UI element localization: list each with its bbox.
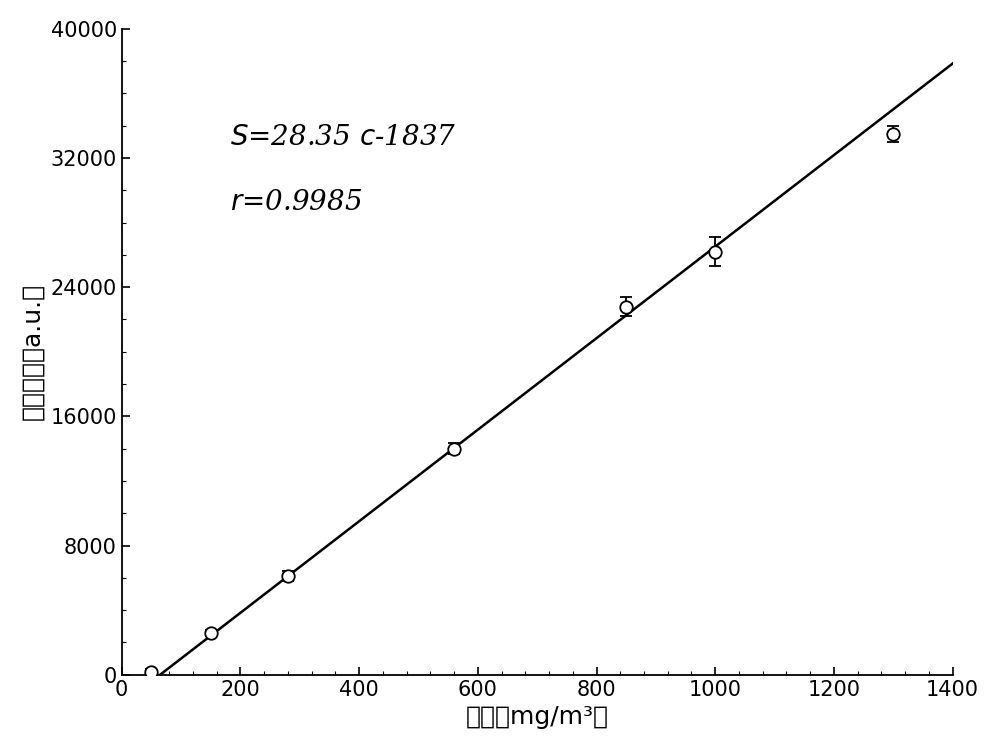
X-axis label: 浓度（mg/m³）: 浓度（mg/m³） (466, 705, 609, 729)
Text: $r$=0.9985: $r$=0.9985 (230, 189, 362, 216)
Y-axis label: 发光强度（a.u.）: 发光强度（a.u.） (21, 284, 45, 420)
Text: $S$=28.35 $c$-1837: $S$=28.35 $c$-1837 (230, 124, 456, 151)
